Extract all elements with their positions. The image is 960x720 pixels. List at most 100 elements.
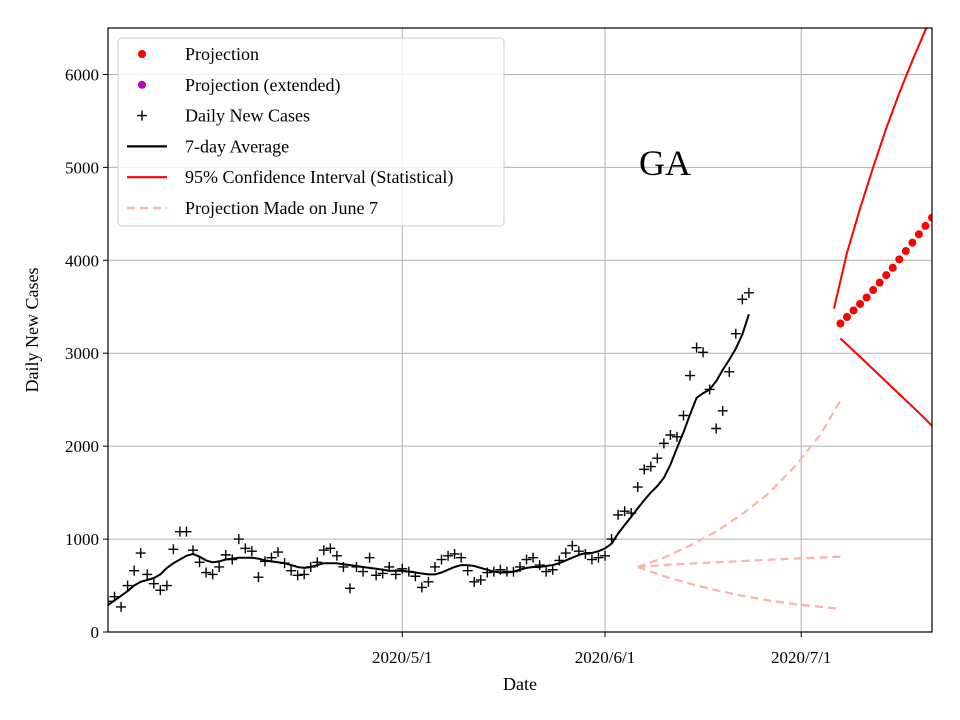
y-tick-label: 0 [91,623,100,642]
daily-case-marker [168,544,179,555]
daily-case-marker [233,534,244,545]
daily-case-marker [397,563,408,574]
daily-case-marker [658,438,669,449]
daily-case-marker [416,582,427,593]
legend-items: Projection Projection (extended) Daily New… [127,44,453,218]
daily-case-marker [344,583,355,594]
daily-case-marker [671,431,682,442]
daily-case-marker [593,552,604,563]
x-tick-label: 2020/5/1 [372,648,432,667]
daily-case-marker [305,561,316,572]
daily-case-marker [619,506,630,517]
june7-projection-line [637,565,841,610]
daily-case-marker [541,566,552,577]
projection-point [888,263,897,272]
daily-case-marker [253,572,264,583]
daily-case-marker [600,550,611,561]
daily-case-marker [299,569,310,580]
daily-case-marker [495,564,506,575]
daily-case-marker [155,585,166,596]
daily-case-marker [148,578,159,589]
daily-case-marker [462,565,473,576]
daily-case-marker [207,569,218,580]
daily-case-marker [358,566,369,577]
projection-point [928,213,932,222]
seven-day-average-group [108,313,750,606]
y-tick-label: 5000 [65,158,99,177]
projection-point [914,230,923,239]
legend-label: Projection (extended) [185,75,340,96]
projection-point [895,255,904,264]
daily-case-marker [711,423,722,434]
daily-case-marker [351,561,362,572]
projection-group [836,213,932,328]
daily-case-marker [567,540,578,551]
daily-case-marker [665,430,676,441]
daily-case-marker [429,561,440,572]
legend-label: Projection Made on June 7 [185,198,378,218]
y-tick-label: 3000 [65,344,99,363]
y-tick-label: 1000 [65,530,99,549]
daily-case-marker [560,548,571,559]
confidence-interval-line [839,337,932,428]
daily-case-marker [580,548,591,559]
legend: Projection Projection (extended) Daily New… [117,37,505,227]
daily-case-marker [292,570,303,581]
daily-case-marker [515,561,525,572]
daily-case-marker [436,554,447,565]
daily-case-marker [717,405,728,416]
daily-case-marker [403,566,414,577]
daily-case-marker [737,294,748,305]
daily-case-marker [384,561,395,572]
june7-projection-line [637,400,842,569]
y-tick-label: 6000 [65,65,99,84]
projection-point [908,238,917,247]
daily-case-marker [508,566,519,577]
daily-case-marker [410,571,421,582]
daily-case-marker [547,564,558,575]
x-tick-label: 2020/6/1 [575,648,635,667]
daily-case-marker [259,556,270,567]
legend-label: 95% Confidence Interval (Statistical) [185,167,453,188]
daily-case-marker [639,464,650,475]
daily-case-marker [573,546,584,557]
daily-case-marker [129,565,140,576]
daily-case-marker [685,370,696,381]
y-tick-label: 2000 [65,437,99,456]
daily-case-marker [122,580,133,591]
daily-case-marker [286,565,297,576]
legend-label: Daily New Cases [185,106,310,126]
daily-case-marker [475,574,486,585]
confidence-interval-line [832,28,928,309]
daily-case-marker [201,567,212,578]
daily-case-marker [449,548,460,559]
daily-case-marker [730,328,741,339]
x-axis-label: Date [503,674,537,694]
projection-point [869,286,878,295]
daily-case-marker [246,546,257,557]
projection-point [921,221,930,230]
confidence-interval-group [832,28,932,428]
daily-case-marker [691,342,702,353]
daily-case-marker [364,552,375,563]
legend-box [117,37,505,227]
y-tick-label: 4000 [65,251,99,270]
daily-case-marker [240,543,251,554]
daily-case-marker [279,558,290,569]
daily-case-marker [109,591,120,602]
projection-point [862,293,871,302]
daily-case-marker [704,384,715,395]
daily-case-marker [188,545,199,556]
daily-case-marker [338,561,349,572]
projection-point [901,247,910,256]
daily-case-marker [443,550,454,561]
legend-plus-marker [137,110,147,121]
daily-case-marker [116,601,127,612]
axes-group: 0 1000 2000 3000 4000 5000 6000 2020/5/1 2020/6/… [65,65,831,667]
daily-case-marker [632,482,643,493]
x-tick-label: 2020/7/1 [771,648,831,667]
daily-case-marker [181,526,192,537]
daily-case-marker [325,543,336,554]
projection-point [836,319,845,328]
